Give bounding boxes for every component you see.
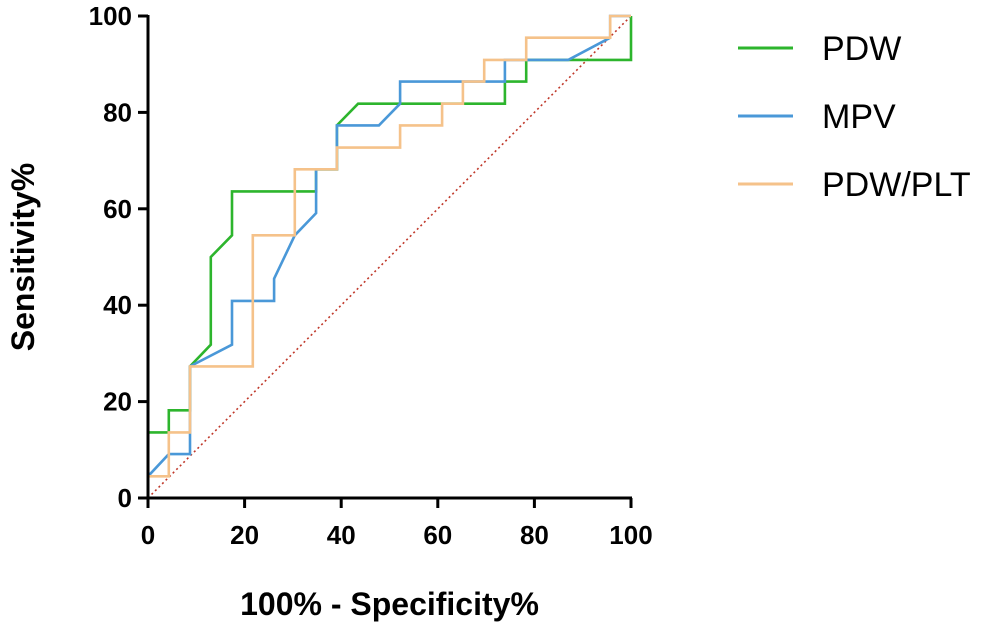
y-tick-label: 80: [103, 97, 132, 127]
legend-label: MPV: [822, 98, 896, 136]
reference-line-layer: [147, 15, 632, 499]
x-tick-label: 100: [609, 520, 652, 550]
x-tick-label: 20: [230, 520, 259, 550]
reference-diagonal-line: [147, 15, 632, 499]
x-axis-title: 100% - Specificity%: [240, 586, 539, 622]
ticks-layer: 0 20 40 60 80 100 0 20 40 60 80 100: [89, 1, 653, 550]
y-tick-label: 40: [103, 290, 132, 320]
y-tick-label: 100: [89, 1, 132, 31]
x-tick-label: 80: [520, 520, 549, 550]
legend-label: PDW: [822, 30, 901, 68]
y-tick-label: 20: [103, 387, 132, 417]
series-layer: [146, 14, 633, 498]
y-tick-label: 60: [103, 194, 132, 224]
y-axis-title: Sensitivity%: [5, 163, 41, 352]
x-tick-label: 40: [327, 520, 356, 550]
legend-label: PDW/PLT: [822, 166, 971, 204]
legend: PDW MPV PDW/PLT: [738, 30, 971, 204]
y-tick-label: 0: [118, 483, 132, 513]
x-tick-label: 0: [141, 520, 155, 550]
x-tick-label: 60: [423, 520, 452, 550]
axes-layer: [146, 15, 632, 500]
series-line-pdw-plt: [146, 14, 631, 498]
